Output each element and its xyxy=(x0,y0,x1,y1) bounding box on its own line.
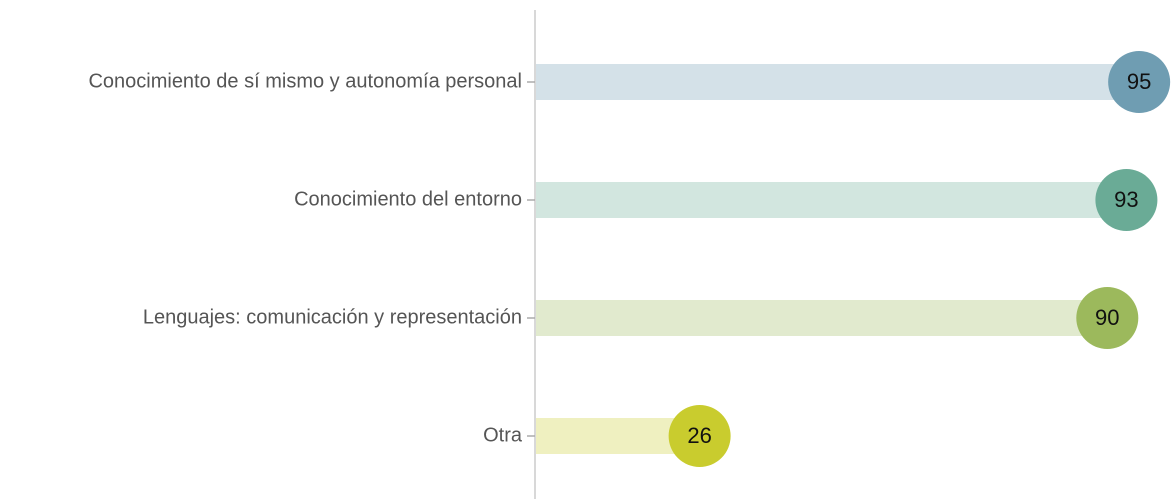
bar xyxy=(536,300,1109,336)
dot xyxy=(1108,51,1171,113)
bar xyxy=(536,64,1141,100)
category-label: Conocimiento de sí mismo y autonomía per… xyxy=(88,70,522,92)
dot xyxy=(1095,169,1158,231)
value-label: 26 xyxy=(687,423,711,448)
value-label: 93 xyxy=(1114,187,1138,212)
value-label: 95 xyxy=(1127,69,1151,94)
bar xyxy=(536,182,1128,218)
category-label: Lenguajes: comunicación y representación xyxy=(143,306,522,328)
category-label: Conocimiento del entorno xyxy=(294,188,522,210)
dot xyxy=(668,405,731,467)
value-label: 90 xyxy=(1095,305,1119,330)
dot xyxy=(1076,287,1139,349)
category-label: Otra xyxy=(483,424,523,446)
